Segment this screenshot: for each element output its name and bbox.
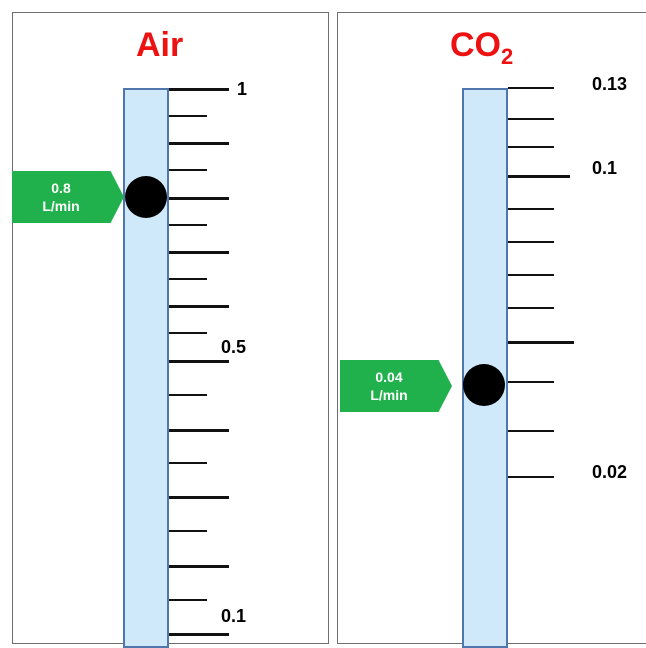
air-reading-unit: L/min (42, 198, 80, 214)
co2-scale-tick (508, 146, 554, 148)
air-scale-tick (169, 632, 229, 636)
co2-scale-tick (508, 87, 554, 89)
co2-reading-value: 0.04 (375, 369, 403, 385)
air-scale-tick (169, 250, 229, 254)
co2-reading-unit: L/min (370, 387, 408, 403)
air-label-top: 1 (237, 79, 248, 99)
air-scale-tick (169, 495, 229, 499)
air-scale-tick (169, 599, 207, 601)
air-scale-tick (169, 87, 229, 91)
air-scale-tick (169, 141, 229, 145)
co2-scale-tick (508, 476, 554, 478)
co2-scale-tick (508, 430, 554, 432)
air-reading-value: 0.8 (51, 180, 71, 196)
co2-reading-marker: 0.04 L/min (340, 360, 452, 412)
air-title: Air (136, 26, 184, 64)
air-scale-tick (169, 169, 207, 171)
air-scale-tick (169, 462, 207, 464)
air-reading-marker: 0.8 L/min (12, 171, 124, 223)
air-scale-tick (169, 530, 207, 532)
co2-label-top: 0.13 (592, 74, 628, 94)
air-scale-tick (169, 359, 229, 363)
co2-scale-tick (508, 274, 554, 276)
air-label-bottom: 0.1 (221, 606, 247, 626)
air-scale-tick (169, 196, 229, 200)
air-scale-tick (169, 394, 207, 396)
co2-scale-tick (508, 118, 554, 120)
air-scale-tick (169, 115, 207, 117)
co2-scale-tick (508, 340, 574, 344)
co2-scale-tick (508, 307, 554, 309)
co2-title: CO2 (450, 26, 513, 68)
co2-label-lower: 0.02 (592, 462, 628, 482)
co2-scale-tick (508, 174, 570, 178)
co2-scale-tick (508, 241, 554, 243)
air-label-mid: 0.5 (221, 337, 247, 357)
co2-title-main: CO (450, 26, 501, 64)
air-scale-tick (169, 564, 229, 568)
co2-scale-tick (508, 381, 554, 383)
air-scale-tick (169, 428, 229, 432)
air-float-ball (125, 176, 167, 218)
air-scale-tick (169, 332, 207, 334)
co2-scale-tick (508, 208, 554, 210)
co2-label-upper: 0.1 (592, 158, 618, 178)
air-scale-tick (169, 278, 207, 280)
co2-title-subscript: 2 (501, 44, 514, 69)
air-flowmeter-panel (12, 12, 329, 644)
co2-float-ball (463, 364, 505, 406)
air-flow-tube (123, 88, 169, 648)
air-scale-tick (169, 224, 207, 226)
air-scale-tick (169, 304, 229, 308)
